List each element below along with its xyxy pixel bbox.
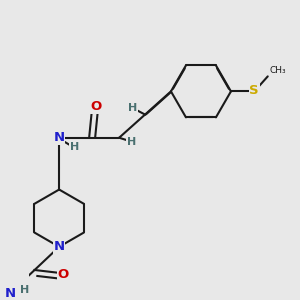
Text: H: H xyxy=(128,103,137,113)
Text: N: N xyxy=(4,287,16,300)
Text: O: O xyxy=(90,100,102,113)
Text: N: N xyxy=(54,131,65,144)
Text: S: S xyxy=(249,83,259,97)
Text: N: N xyxy=(54,240,65,253)
Text: H: H xyxy=(70,142,79,152)
Text: CH₃: CH₃ xyxy=(269,66,286,75)
Text: H: H xyxy=(127,137,136,147)
Text: H: H xyxy=(20,285,30,295)
Text: O: O xyxy=(58,268,69,281)
